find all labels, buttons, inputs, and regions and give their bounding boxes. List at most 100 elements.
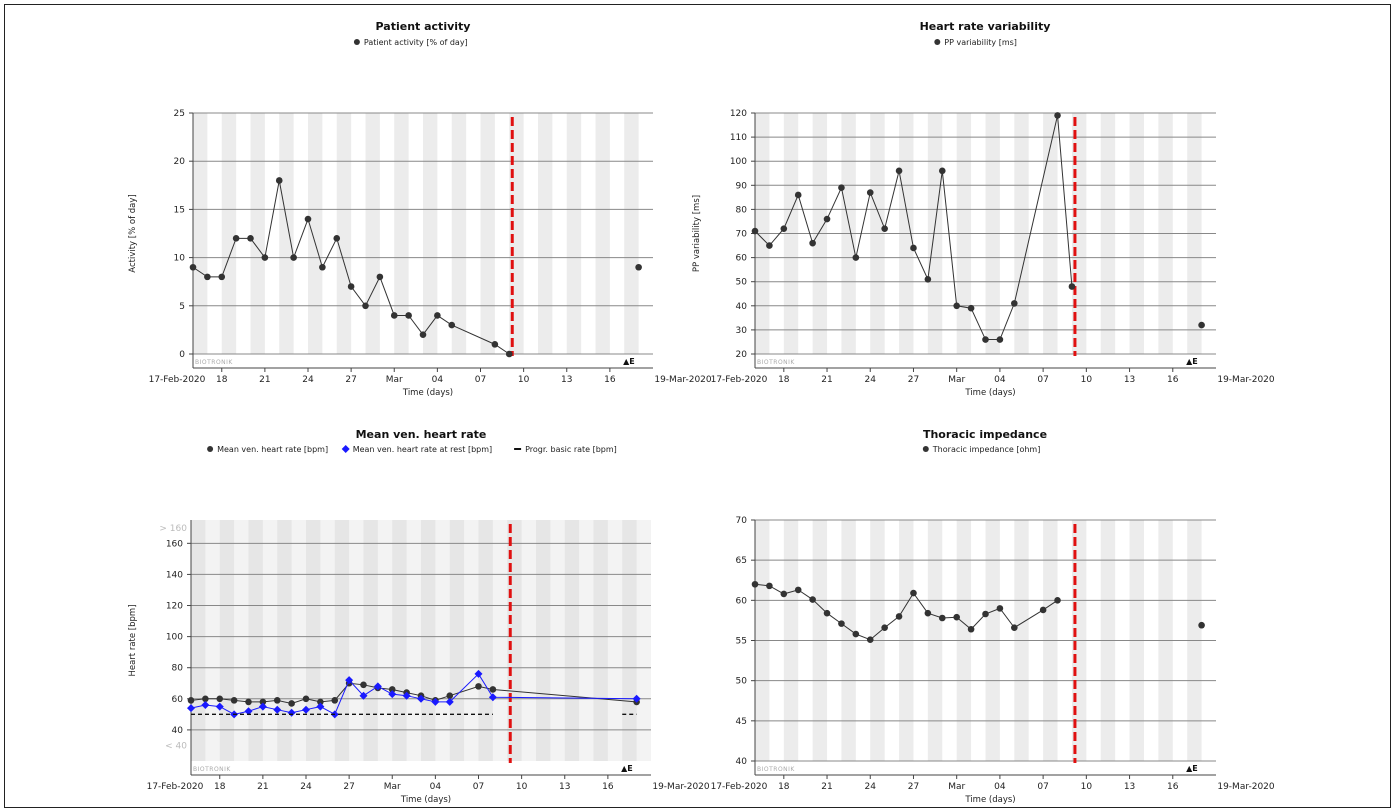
chart-2: Heart rate variability PP variability [ms…	[692, 20, 1275, 398]
data-point-diamond	[402, 691, 411, 700]
data-point	[794, 191, 802, 199]
data-point	[996, 336, 1004, 343]
data-point	[304, 215, 312, 223]
x-tick-label: 16	[1167, 782, 1179, 792]
data-point	[953, 302, 960, 310]
brand-watermark: BIOTRONIK	[195, 359, 233, 366]
legend-label: Mean ven. heart rate at rest [bpm]	[353, 445, 492, 454]
day-stripe	[480, 113, 495, 354]
data-point	[838, 620, 845, 627]
day-stripe	[564, 520, 580, 761]
x-tick-label: 18	[778, 782, 790, 792]
x-tick-label: 13	[1124, 782, 1135, 792]
data-point	[247, 235, 254, 242]
data-point	[766, 582, 773, 590]
data-point	[852, 630, 860, 638]
day-stripe	[536, 520, 551, 761]
x-tick-label: 24	[300, 782, 312, 792]
data-point	[910, 589, 917, 597]
legend-label: Patient activity [% of day]	[364, 38, 468, 47]
data-point	[924, 609, 932, 617]
chart-title: Mean ven. heart rate	[356, 428, 487, 441]
y-tick-label: 50	[736, 278, 748, 288]
data-point	[1011, 624, 1018, 631]
x-tick-label: 13	[1124, 375, 1135, 385]
legend-label: Mean ven. heart rate [bpm]	[217, 445, 328, 454]
data-point	[290, 254, 297, 261]
data-point	[189, 263, 197, 271]
data-point	[448, 321, 456, 329]
y-tick-label: 55	[736, 637, 747, 647]
data-point-diamond	[201, 701, 210, 710]
legend-marker-dot	[207, 446, 214, 452]
y-tick-label: 160	[166, 539, 183, 549]
data-point	[273, 697, 281, 704]
day-stripe	[451, 113, 467, 354]
data-point-diamond	[373, 682, 382, 691]
data-point	[953, 613, 960, 621]
chart-3: Mean ven. heart rate Mean ven. heart rate…	[128, 428, 710, 805]
data-point	[938, 614, 946, 622]
x-tick-label: 10	[1081, 782, 1093, 792]
y-tick-label: 65	[736, 556, 747, 566]
day-stripe	[193, 113, 208, 354]
data-point	[881, 225, 888, 232]
data-point-diamond	[388, 690, 397, 699]
x-tick-label: 27	[345, 375, 356, 385]
y-tick-label: 45	[736, 717, 747, 727]
data-point	[823, 609, 831, 617]
day-stripe	[363, 520, 378, 761]
day-stripe	[421, 520, 436, 761]
data-point	[202, 695, 209, 703]
day-stripe	[277, 520, 292, 761]
data-point	[780, 225, 788, 232]
day-stripe	[394, 113, 409, 354]
data-point-diamond	[474, 669, 483, 678]
data-point	[751, 227, 759, 235]
data-point-diamond	[244, 707, 253, 716]
x-axis-label: Time (days)	[402, 388, 453, 398]
day-stripe	[221, 113, 237, 354]
data-point	[331, 697, 339, 704]
x-tick-label: 04	[432, 375, 444, 385]
y-axis-label: PP variability [ms]	[692, 195, 702, 272]
x-tick-label: Mar	[384, 782, 401, 792]
data-point	[982, 336, 989, 343]
data-point	[1198, 621, 1205, 629]
x-tick-label: Mar	[386, 375, 403, 385]
x-tick-label: 24	[865, 375, 877, 385]
x-tick-label: 04	[994, 782, 1006, 792]
y-tick-label: 0	[179, 350, 185, 360]
y-tick-label: 140	[166, 570, 183, 580]
y-tick-label: 25	[174, 109, 185, 119]
brand-watermark: BIOTRONIK	[193, 766, 231, 773]
x-tick-label: 13	[559, 782, 570, 792]
data-point-diamond	[273, 705, 282, 714]
data-point	[895, 613, 903, 620]
data-point	[1198, 321, 1205, 329]
data-point	[475, 683, 482, 690]
x-tick-label: 13	[561, 375, 572, 385]
data-point	[505, 350, 513, 358]
day-stripe	[219, 520, 235, 761]
data-point	[232, 235, 240, 242]
data-point	[317, 698, 324, 706]
y-tick-label: 110	[730, 133, 747, 143]
data-point-diamond	[417, 694, 425, 703]
data-point	[204, 273, 211, 281]
x-tick-label: 21	[821, 375, 832, 385]
data-point-diamond	[431, 697, 440, 706]
series-line	[190, 673, 637, 716]
x-tick-label: 10	[518, 375, 530, 385]
day-stripe	[595, 113, 610, 354]
day-stripe	[365, 113, 380, 354]
data-point	[230, 697, 238, 704]
y-tick-label: 120	[730, 109, 747, 119]
data-point	[419, 331, 427, 339]
x-start-label: 17-Feb-2020	[711, 375, 768, 385]
data-point	[924, 275, 932, 283]
x-tick-label: 16	[604, 375, 616, 385]
x-end-label: 19-Mar-2020	[1217, 375, 1275, 385]
data-point	[388, 686, 396, 693]
data-point	[288, 700, 295, 707]
